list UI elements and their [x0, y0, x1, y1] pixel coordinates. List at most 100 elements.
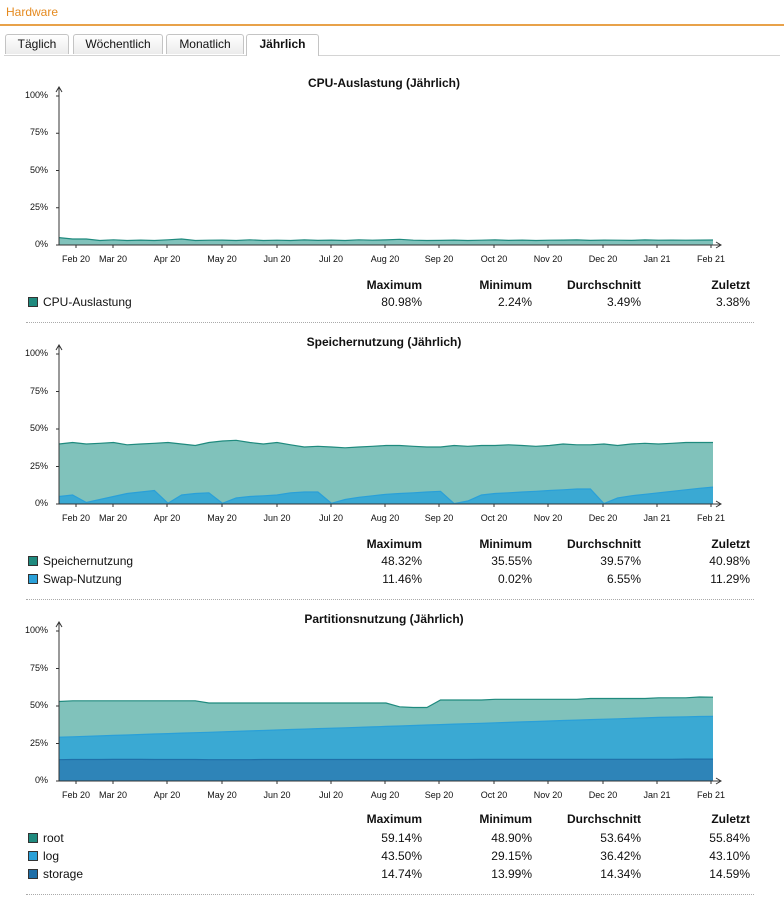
partition-stat-header-avg: Durchschnitt [566, 812, 641, 826]
memory-x-tick-label: Oct 20 [480, 513, 508, 523]
partition-series-line-0 [58, 696, 714, 709]
tab-weekly[interactable]: Wöchentlich [73, 34, 163, 54]
memory-y-tick-label: 0% [34, 498, 48, 508]
partition-legend-label: storage [43, 867, 84, 881]
partition-x-tick-label: Aug 20 [370, 790, 400, 800]
memory-stat-header-max: Maximum [366, 537, 422, 551]
memory-x-tick-label: Feb 20 [61, 513, 91, 523]
partition-stat-max: 43.50% [381, 849, 422, 863]
cpu-series-area-0 [59, 237, 713, 245]
memory-stat-last: 40.98% [709, 554, 750, 568]
cpu-stat-header-avg: Durchschnitt [566, 278, 641, 292]
partition-x-axis-arrow [715, 777, 722, 785]
memory-stat-header-avg: Durchschnitt [566, 537, 641, 551]
partition-x-tick-label: Jul 20 [318, 790, 344, 800]
cpu-x-tick-label: Feb 21 [696, 254, 726, 264]
partition-x-tick-label: Feb 20 [61, 790, 91, 800]
cpu-legend-label: CPU-Auslastung [43, 295, 132, 309]
partition-chart-title: Partitionsnutzung (Jährlich) [304, 612, 464, 626]
cpu-series-line-0 [58, 237, 714, 242]
partition-x-tick-label: Dec 20 [588, 790, 618, 800]
memory-series-area-1 [59, 487, 713, 504]
memory-x-tick-label: Jun 20 [263, 513, 291, 523]
memory-legend-swatch [28, 574, 38, 584]
partition-divider [26, 894, 754, 895]
memory-y-axis-arrow [55, 344, 63, 351]
partition-y-axis-arrow [55, 621, 63, 628]
cpu-stat-header-last: Zuletzt [711, 278, 750, 292]
partition-stat-min: 29.15% [491, 849, 532, 863]
partition-series-line-2 [58, 758, 713, 761]
cpu-x-tick-label: Jul 20 [318, 254, 344, 264]
partition-x-tick-label: May 20 [207, 790, 237, 800]
cpu-x-tick-label: Aug 20 [370, 254, 400, 264]
partition-x-tick-label: Feb 21 [696, 790, 726, 800]
memory-legend-label: Swap-Nutzung [43, 572, 122, 586]
partition-y-tick-label: 0% [34, 775, 48, 785]
cpu-x-tick-label: Mar 20 [98, 254, 127, 264]
memory-chart-title: Speichernutzung (Jährlich) [306, 335, 462, 349]
memory-stat-min: 0.02% [497, 572, 532, 586]
tab-monthly[interactable]: Monatlich [166, 34, 244, 54]
partition-stat-min: 13.99% [491, 867, 532, 881]
memory-x-tick-label: Mar 20 [98, 513, 127, 523]
cpu-stat-max: 80.98% [381, 295, 422, 309]
partition-stat-header-min: Minimum [479, 812, 532, 826]
header-title: Hardware [6, 5, 59, 19]
cpu-stat-avg: 3.49% [606, 295, 641, 309]
partition-series-area-2 [59, 759, 713, 781]
partition-y-tick-label: 25% [29, 737, 48, 748]
memory-x-tick-label: May 20 [207, 513, 237, 523]
memory-series-line-0 [58, 439, 713, 449]
tab-yearly[interactable]: Jährlich [246, 34, 319, 56]
partition-stat-last: 43.10% [709, 849, 750, 863]
partition-x-tick-label: Jun 20 [263, 790, 291, 800]
partition-x-tick-label: Apr 20 [153, 790, 181, 800]
partition-stat-avg: 14.34% [600, 867, 641, 881]
partition-x-tick-label: Jan 21 [643, 790, 671, 800]
partition-legend-label: root [43, 831, 64, 845]
memory-x-tick-label: Apr 20 [153, 513, 181, 523]
cpu-y-tick-label: 50% [29, 164, 48, 175]
cpu-x-tick-label: Sep 20 [424, 254, 454, 264]
cpu-x-tick-label: May 20 [207, 254, 237, 264]
memory-x-tick-label: Feb 21 [696, 513, 726, 523]
partition-legend-swatch [28, 851, 38, 861]
memory-x-tick-label: Jul 20 [318, 513, 344, 523]
cpu-stat-header-min: Minimum [479, 278, 532, 292]
partition-legend-swatch [28, 869, 38, 879]
partition-stat-header-last: Zuletzt [711, 812, 750, 826]
memory-x-tick-label: Aug 20 [370, 513, 400, 523]
panel-header: Hardware [0, 0, 784, 26]
partition-stat-last: 55.84% [709, 831, 750, 845]
cpu-legend-swatch [28, 297, 38, 307]
partition-stat-header-max: Maximum [366, 812, 422, 826]
partition-stat-avg: 53.64% [600, 831, 641, 845]
memory-y-tick-label: 25% [29, 460, 48, 471]
memory-stat-avg: 6.55% [606, 572, 641, 586]
partition-stat-avg: 36.42% [600, 849, 641, 863]
cpu-x-tick-label: Jun 20 [263, 254, 291, 264]
memory-stat-last: 11.29% [710, 572, 750, 586]
cpu-divider [26, 322, 754, 323]
cpu-stat-last: 3.38% [715, 295, 750, 309]
memory-stat-max: 11.46% [382, 572, 422, 586]
memory-divider [26, 599, 754, 600]
partition-x-tick-label: Oct 20 [480, 790, 508, 800]
cpu-x-tick-label: Nov 20 [533, 254, 563, 264]
cpu-x-tick-label: Jan 21 [643, 254, 671, 264]
cpu-stat-min: 2.24% [497, 295, 532, 309]
partition-legend-swatch [28, 833, 38, 843]
period-tabs: Täglich Wöchentlich Monatlich Jährlich [4, 34, 780, 56]
tab-daily[interactable]: Täglich [5, 34, 69, 54]
partition-x-tick-label: Nov 20 [533, 790, 563, 800]
memory-x-tick-label: Dec 20 [588, 513, 618, 523]
partition-stat-max: 14.74% [381, 867, 422, 881]
memory-stat-avg: 39.57% [600, 554, 641, 568]
partition-y-tick-label: 100% [24, 625, 48, 635]
cpu-x-tick-label: Feb 20 [61, 254, 91, 264]
cpu-y-tick-label: 0% [34, 239, 48, 249]
